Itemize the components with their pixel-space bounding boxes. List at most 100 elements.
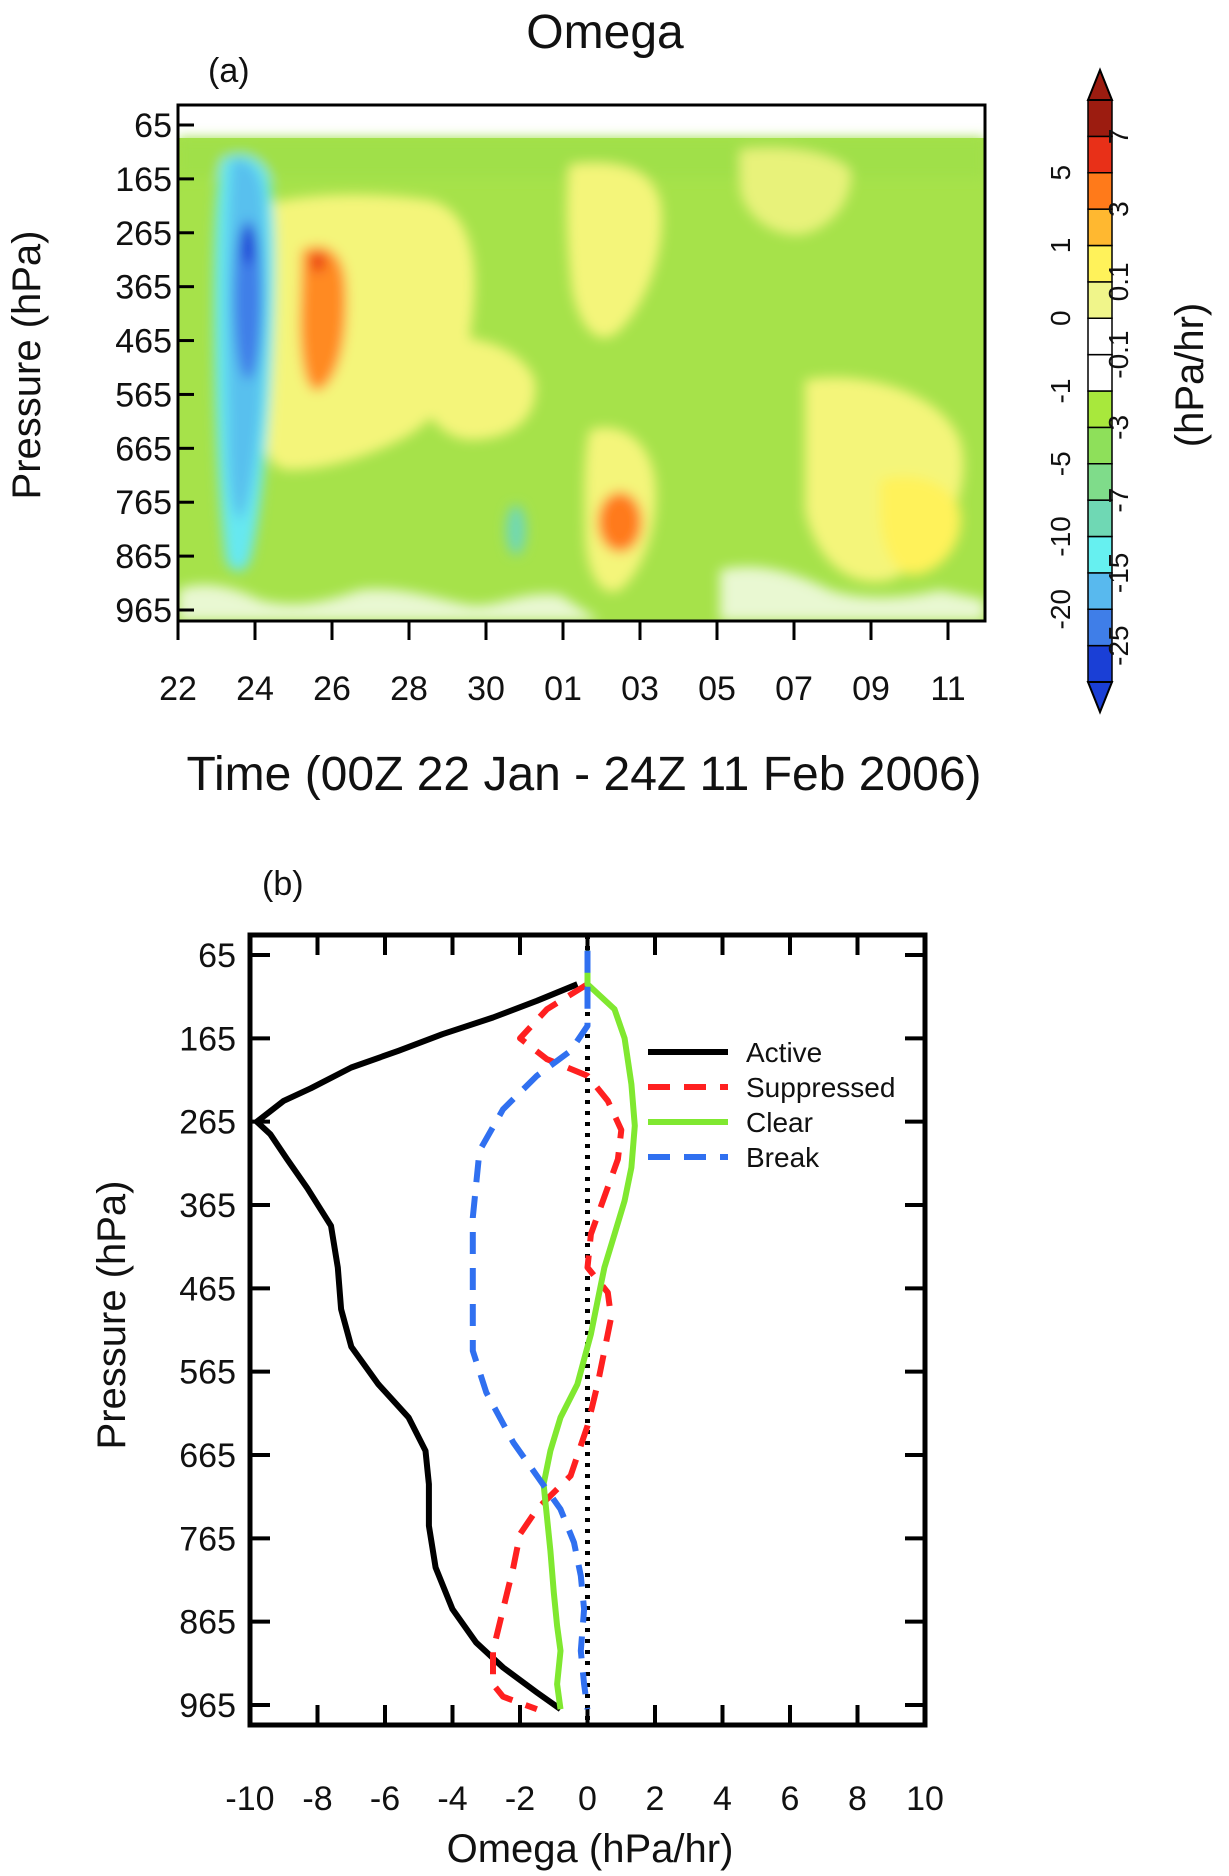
x-tick-label-b: 8	[848, 1780, 867, 1818]
panel-label-a: (a)	[208, 52, 250, 90]
colorbar-tick-label: -0.1	[1103, 331, 1134, 379]
colorbar-label: (hPa/hr)	[1168, 303, 1212, 448]
y-tick-label-b: 865	[179, 1604, 236, 1642]
field-ascent-blue	[234, 220, 262, 380]
x-tick-label-a: 26	[313, 670, 351, 708]
heatmap-field	[178, 105, 985, 621]
y-tick-label-b: 165	[179, 1020, 236, 1058]
colorbar-tick-label: -25	[1103, 625, 1134, 665]
x-axis-a: 22 24 26 28 30 01 03 05 07 09 11 Time (00Z 22 Jan …	[159, 621, 982, 801]
x-tick-label-b: -8	[302, 1780, 332, 1818]
axis-ticks-b: -10 -8 -6 -4 -2 0 2 4 6 8 10 65 165 265 365 465 565 665 76…	[179, 935, 944, 1818]
colorbar-cell	[1087, 99, 1113, 138]
x-tick-label-b: 4	[713, 1780, 732, 1818]
x-tick-label-a: 05	[698, 670, 736, 708]
x-tick-label-b: -6	[370, 1780, 400, 1818]
colorbar-cell	[1087, 353, 1113, 392]
y-tick-label-b: 665	[179, 1437, 236, 1475]
x-tick-label-b: 2	[646, 1780, 665, 1818]
series-line-break	[469, 950, 591, 1710]
colorbar-tick-label: 0	[1045, 310, 1076, 326]
colorbar-tick-label: -7	[1103, 488, 1134, 513]
y-tick-label-b: 465	[179, 1270, 236, 1308]
x-tick-label-a: 09	[852, 670, 890, 708]
profile-lines	[253, 950, 638, 1713]
field-red-descent-peak	[311, 252, 325, 272]
panel-label-b: (b)	[262, 865, 304, 903]
x-tick-label-a: 24	[236, 670, 274, 708]
colorbar-tick-label: 3	[1103, 201, 1134, 217]
chart-title-a: Omega	[526, 6, 684, 59]
y-tick-label-b: 265	[179, 1104, 236, 1142]
field-yellow-region-7	[880, 476, 961, 575]
colorbar-tick-label: -10	[1045, 516, 1076, 556]
series-line-suppressed	[490, 981, 625, 1713]
legend: Active Suppressed Clear Break	[648, 1037, 895, 1173]
x-tick-label-a: 11	[930, 670, 965, 708]
y-tick-label-a: 965	[115, 592, 172, 630]
legend-label-clear: Clear	[746, 1107, 813, 1138]
x-tick-label-a: 30	[467, 670, 505, 708]
x-tick-label-a: 01	[544, 670, 582, 708]
y-axis-a: 65 165 265 365 465 565 665 765 865 965 Pressure (…	[5, 107, 194, 630]
y-tick-label-b: 765	[179, 1520, 236, 1558]
y-tick-label-b: 565	[179, 1354, 236, 1392]
x-tick-label-b: 10	[906, 1780, 944, 1818]
x-tick-label-a: 22	[159, 670, 197, 708]
y-tick-label-a: 65	[134, 107, 172, 145]
colorbar-cell	[1087, 281, 1113, 319]
y-tick-label-a: 765	[115, 484, 172, 522]
field-ascent-minor	[506, 505, 526, 555]
colorbar-tick-label: 1	[1045, 238, 1076, 254]
y-tick-label-a: 365	[115, 269, 172, 307]
plot-frame-a	[176, 103, 987, 623]
y-tick-label-b: 365	[179, 1187, 236, 1225]
panel-b: (b) -10 -8 -6 -4 -2 0 2 4 6 8 10 65 165 265 365 465 565 6…	[90, 865, 944, 1871]
x-tick-label-a: 03	[621, 670, 659, 708]
field-white-contour-1	[178, 584, 600, 621]
y-tick-label-a: 465	[115, 323, 172, 361]
field-ascent-core	[241, 225, 255, 265]
y-tick-label-a: 265	[115, 215, 172, 253]
x-tick-label-b: 6	[781, 1780, 800, 1818]
panel-a: Omega (a)	[5, 6, 1212, 801]
x-tick-label-a: 07	[775, 670, 813, 708]
field-yellow-region-3	[418, 336, 536, 440]
colorbar-top-arrow	[1086, 67, 1114, 101]
colorbar-cell	[1087, 499, 1113, 538]
series-line-active	[253, 981, 579, 1712]
colorbar-tick-label: 7	[1103, 129, 1134, 145]
legend-label-break: Break	[746, 1142, 820, 1173]
colorbar-tick-label: 0.1	[1103, 262, 1134, 301]
x-tick-label-b: 0	[578, 1780, 597, 1818]
y-axis-label-a: Pressure (hPa)	[5, 231, 49, 500]
y-tick-label-a: 865	[115, 538, 172, 576]
colorbar-cell	[1087, 390, 1113, 429]
x-tick-label-b: -10	[225, 1780, 274, 1818]
colorbar-tick-label: -20	[1045, 589, 1076, 629]
colorbar-tick-label: -15	[1103, 553, 1134, 593]
field-yellow-region-2	[566, 163, 662, 338]
colorbar-cell	[1087, 135, 1113, 174]
colorbar-cell	[1087, 535, 1113, 574]
colorbar-tick-label: -5	[1045, 451, 1076, 476]
x-tick-label-b: -2	[505, 1780, 535, 1818]
colorbar-tick-label: -1	[1045, 379, 1076, 404]
y-tick-label-b: 65	[198, 937, 236, 975]
y-tick-label-a: 165	[115, 161, 172, 199]
series-line-clear	[540, 950, 638, 1710]
y-axis-label-b: Pressure (hPa)	[90, 1181, 134, 1450]
colorbar-cell	[1087, 426, 1113, 465]
field-white-contour-2	[720, 566, 985, 621]
x-tick-label-a: 28	[390, 670, 428, 708]
colorbar-tick-label: -3	[1103, 415, 1134, 440]
field-yellow-region-6	[740, 148, 851, 236]
colorbar-cell	[1087, 317, 1113, 356]
x-axis-label-a: Time (00Z 22 Jan - 24Z 11 Feb 2006)	[186, 748, 981, 801]
field-orange-descent-2	[598, 492, 642, 552]
field-orange-descent-1	[300, 246, 347, 391]
colorbar-tick-label: 5	[1045, 165, 1076, 181]
x-axis-label-b: Omega (hPa/hr)	[447, 1827, 734, 1871]
legend-label-active: Active	[746, 1037, 822, 1068]
